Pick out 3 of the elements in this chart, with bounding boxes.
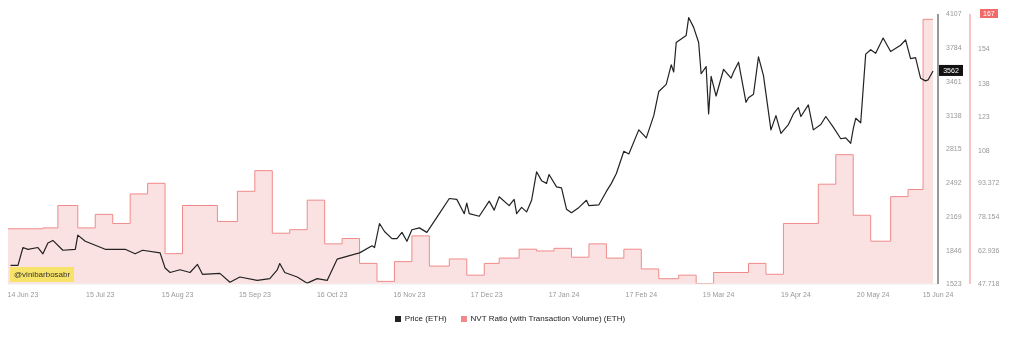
- legend-label: Price (ETH): [404, 314, 447, 323]
- legend-label: NVT Ratio (with Transaction Volume) (ETH): [470, 314, 626, 323]
- annotation: @vinibarbosabr: [10, 267, 75, 282]
